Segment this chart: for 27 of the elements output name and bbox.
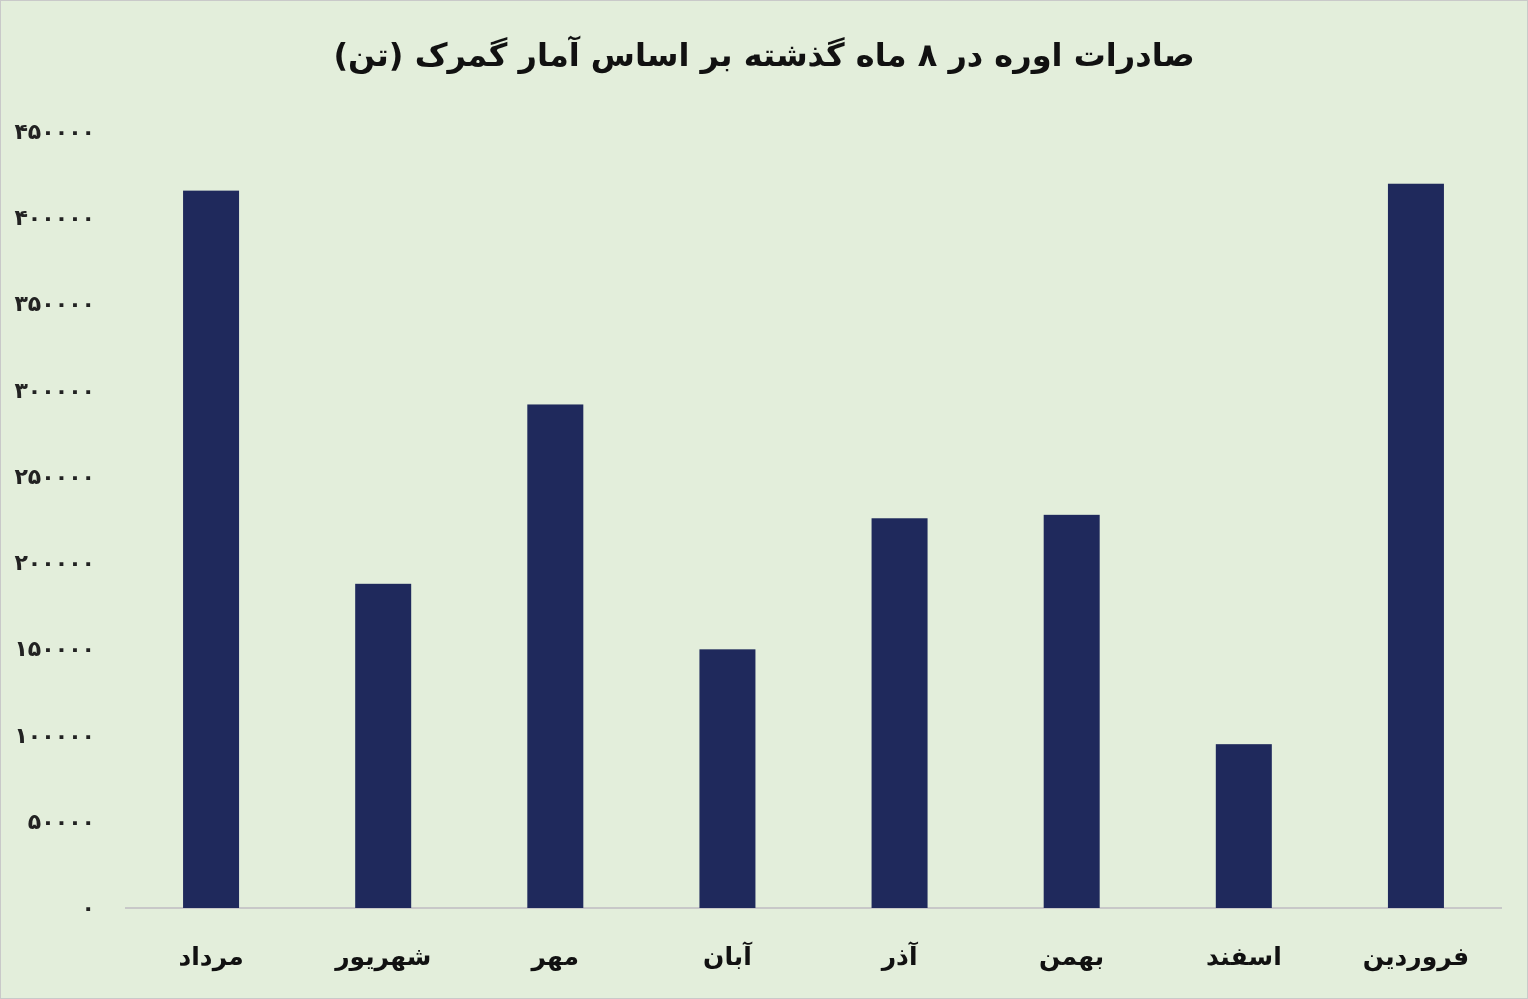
x-tick-label: فروردین xyxy=(1362,942,1470,972)
x-tick-label: مهر xyxy=(529,942,580,972)
bar xyxy=(183,190,240,908)
y-tick-label: ۰ xyxy=(81,895,95,920)
y-tick-label: ۲۰۰۰۰۰ xyxy=(14,550,95,576)
y-tick-label: ۲۵۰۰۰۰ xyxy=(14,463,95,489)
y-tick-label: ۱۰۰۰۰۰ xyxy=(14,722,95,748)
x-tick-label: مرداد xyxy=(178,942,244,972)
y-tick-label: ۵۰۰۰۰ xyxy=(27,808,95,834)
x-tick-label: بهمن xyxy=(1039,942,1105,972)
y-tick-label: ۳۰۰۰۰۰ xyxy=(14,377,95,403)
bar xyxy=(699,649,756,908)
y-tick-label: ۴۵۰۰۰۰ xyxy=(14,119,95,144)
y-tick-label: ۴۰۰۰۰۰ xyxy=(14,205,95,231)
chart-title: صادرات اوره در ۸ ماه گذشته بر اساس آمار گمرک (تن) xyxy=(333,35,1195,74)
x-tick-label: شهریور xyxy=(333,942,432,972)
x-tick-label: اسفند xyxy=(1205,942,1282,971)
bar xyxy=(1043,514,1100,908)
bar xyxy=(355,583,412,908)
x-tick-label: آبان xyxy=(703,941,754,971)
y-tick-label: ۳۵۰۰۰۰ xyxy=(14,291,95,317)
bar xyxy=(527,404,584,908)
bar xyxy=(871,518,928,908)
x-tick-label: آذر xyxy=(879,941,919,971)
y-tick-label: ۱۵۰۰۰۰ xyxy=(14,636,95,662)
bar xyxy=(1387,183,1444,908)
bar xyxy=(1215,744,1272,908)
